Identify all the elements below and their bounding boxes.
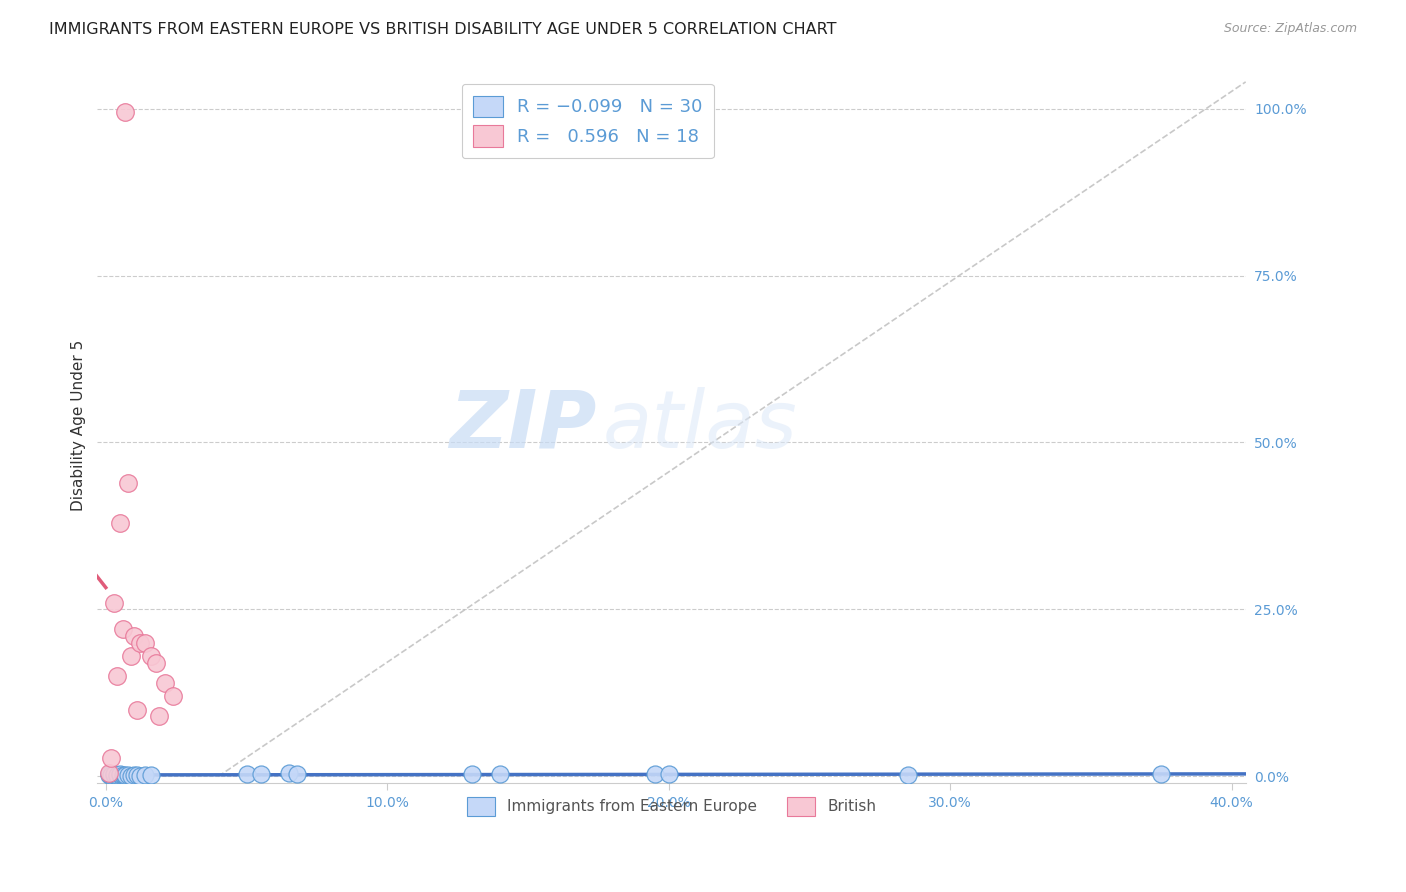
Point [114,768,136,782]
Point [122,629,145,643]
Point [120,769,142,783]
Point [122,768,145,782]
Point [100,768,122,782]
Point [108,767,131,781]
Legend: Immigrants from Eastern Europe, British: Immigrants from Eastern Europe, British [458,788,886,825]
Text: ZIP: ZIP [450,387,598,465]
Y-axis label: Disability Age Under 5: Disability Age Under 5 [72,340,86,511]
Point [1150,767,1173,781]
Text: Source: ZipAtlas.com: Source: ZipAtlas.com [1223,22,1357,36]
Point [111,623,134,637]
Point [111,768,134,782]
Point [249,767,271,781]
Point [285,766,308,780]
Point [128,769,150,783]
Point [117,475,139,490]
Point [235,766,257,780]
Point [644,767,666,781]
Point [460,766,482,780]
Point [134,768,156,782]
Point [103,768,125,782]
Point [134,636,156,650]
Point [148,709,170,723]
Text: IMMIGRANTS FROM EASTERN EUROPE VS BRITISH DISABILITY AGE UNDER 5 CORRELATION CHA: IMMIGRANTS FROM EASTERN EUROPE VS BRITIS… [49,22,837,37]
Point [105,669,128,683]
Point [125,702,148,716]
Point [897,768,920,782]
Point [488,767,510,781]
Point [139,649,162,664]
Point [139,768,162,782]
Point [117,768,139,782]
Point [145,656,167,670]
Point [162,690,184,704]
Point [114,769,136,783]
Point [97,766,120,780]
Point [120,649,142,664]
Point [277,766,299,780]
Point [100,751,122,765]
Point [658,767,681,781]
Point [108,768,131,782]
Point [128,636,150,650]
Point [125,768,148,782]
Text: atlas: atlas [603,387,797,465]
Point [105,768,128,782]
Point [103,767,125,781]
Point [103,596,125,610]
Point [100,769,122,783]
Point [97,768,120,782]
Point [97,767,120,781]
Point [105,769,128,783]
Point [108,516,131,530]
Point [153,676,176,690]
Point [114,104,136,119]
